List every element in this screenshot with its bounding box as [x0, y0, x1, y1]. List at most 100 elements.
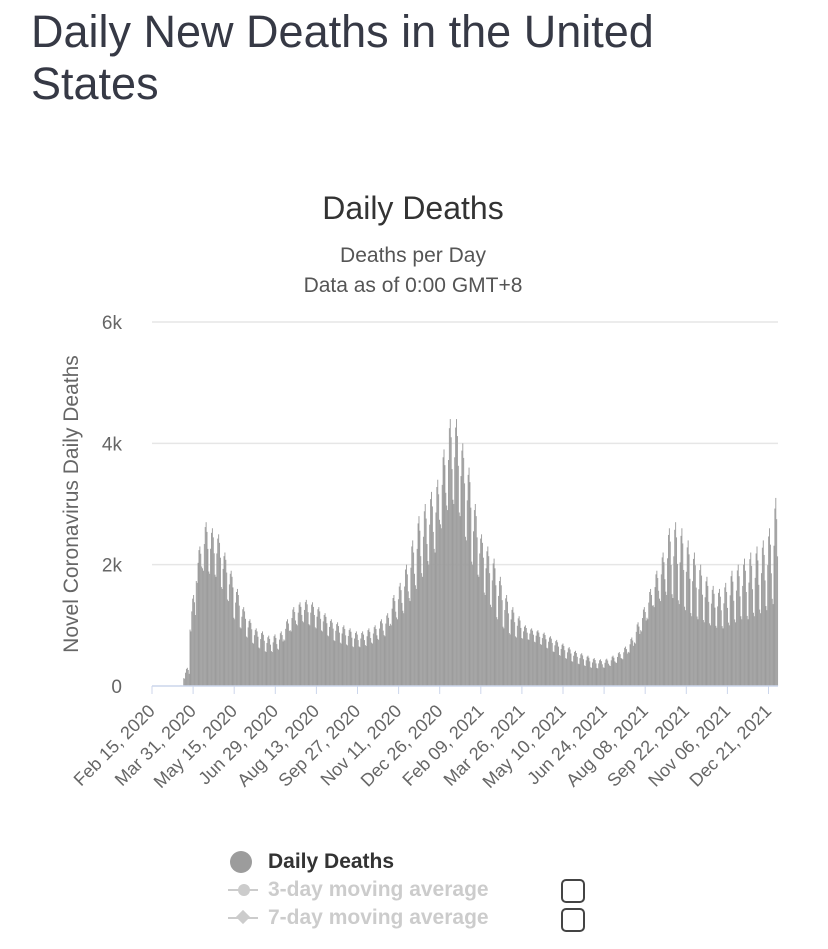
bar[interactable] [270, 651, 272, 686]
checkbox-7-day-average[interactable] [561, 908, 585, 932]
bar[interactable] [516, 625, 518, 686]
bar[interactable] [340, 643, 342, 686]
bar[interactable] [187, 669, 189, 686]
bar[interactable] [701, 575, 703, 686]
bar[interactable] [351, 637, 353, 686]
bar[interactable] [566, 652, 568, 686]
bar[interactable] [560, 648, 562, 686]
bar[interactable] [381, 623, 383, 686]
bar[interactable] [435, 512, 437, 686]
bar[interactable] [380, 621, 381, 686]
bar[interactable] [608, 663, 610, 686]
bar[interactable] [218, 534, 220, 686]
bar[interactable] [506, 595, 508, 686]
bar[interactable] [501, 600, 503, 686]
bar[interactable] [436, 487, 438, 686]
bar[interactable] [464, 483, 466, 686]
bar[interactable] [265, 652, 267, 686]
bar[interactable] [299, 602, 301, 686]
bar[interactable] [601, 664, 603, 686]
bar[interactable] [541, 638, 543, 686]
bar[interactable] [586, 656, 588, 686]
bar[interactable] [744, 570, 746, 686]
bar[interactable] [281, 635, 283, 686]
bar[interactable] [385, 623, 387, 686]
bar[interactable] [328, 636, 330, 686]
bar[interactable] [370, 638, 372, 686]
bar[interactable] [565, 658, 567, 686]
bar[interactable] [195, 581, 197, 686]
bar[interactable] [210, 548, 212, 686]
bar[interactable] [488, 556, 490, 686]
bar[interactable] [475, 516, 477, 686]
bar[interactable] [428, 564, 430, 686]
bar[interactable] [292, 609, 294, 686]
bar[interactable] [723, 603, 725, 686]
bar[interactable] [617, 653, 619, 686]
bar[interactable] [691, 616, 693, 686]
bar[interactable] [594, 660, 596, 686]
legend-item-7-day-average[interactable]: 7-day moving average [228, 904, 588, 932]
bar[interactable] [631, 637, 633, 686]
bar[interactable] [555, 641, 557, 686]
bar[interactable] [767, 565, 769, 686]
bar[interactable] [360, 638, 362, 687]
bar[interactable] [591, 667, 593, 686]
bar[interactable] [720, 610, 722, 686]
bar[interactable] [468, 467, 470, 686]
bar[interactable] [629, 644, 631, 686]
bar[interactable] [690, 613, 692, 686]
bar[interactable] [473, 531, 474, 686]
bar[interactable] [685, 571, 687, 686]
bar[interactable] [585, 660, 587, 686]
bar[interactable] [246, 637, 248, 686]
bar[interactable] [264, 651, 266, 686]
bar[interactable] [335, 630, 337, 686]
bar[interactable] [617, 656, 618, 686]
bar[interactable] [572, 661, 574, 686]
bar[interactable] [458, 512, 460, 686]
bar[interactable] [288, 630, 290, 686]
bar[interactable] [587, 655, 589, 686]
bar[interactable] [580, 654, 582, 686]
bar[interactable] [491, 580, 493, 686]
bar[interactable] [386, 615, 388, 686]
bar[interactable] [352, 646, 354, 686]
bar[interactable] [490, 604, 491, 686]
bar[interactable] [286, 621, 288, 686]
bar[interactable] [207, 548, 209, 686]
bar[interactable] [517, 618, 519, 686]
bar[interactable] [628, 652, 630, 686]
bar[interactable] [549, 637, 550, 686]
bar[interactable] [484, 595, 486, 686]
bar[interactable] [546, 647, 548, 686]
bar[interactable] [220, 587, 222, 686]
bar[interactable] [304, 609, 305, 686]
bar[interactable] [476, 537, 478, 686]
bar[interactable] [711, 589, 713, 686]
bar[interactable] [576, 656, 578, 686]
bar[interactable] [356, 634, 358, 686]
bar[interactable] [571, 661, 573, 686]
bar[interactable] [242, 609, 244, 686]
bar[interactable] [494, 568, 496, 686]
bar[interactable] [276, 644, 278, 686]
bar[interactable] [232, 587, 234, 686]
bar[interactable] [293, 607, 295, 686]
bar[interactable] [432, 531, 434, 686]
bar[interactable] [414, 585, 416, 686]
bar[interactable] [433, 548, 435, 686]
bar[interactable] [679, 562, 681, 686]
bar[interactable] [449, 419, 451, 686]
bar[interactable] [198, 550, 200, 686]
bar[interactable] [206, 531, 208, 686]
bar[interactable] [215, 576, 217, 686]
bar[interactable] [414, 573, 415, 686]
bar[interactable] [456, 436, 458, 686]
bar[interactable] [217, 538, 219, 686]
bar[interactable] [600, 659, 601, 686]
bar[interactable] [593, 658, 595, 686]
bar[interactable] [717, 606, 719, 686]
bar[interactable] [194, 602, 195, 686]
bar[interactable] [703, 622, 705, 686]
